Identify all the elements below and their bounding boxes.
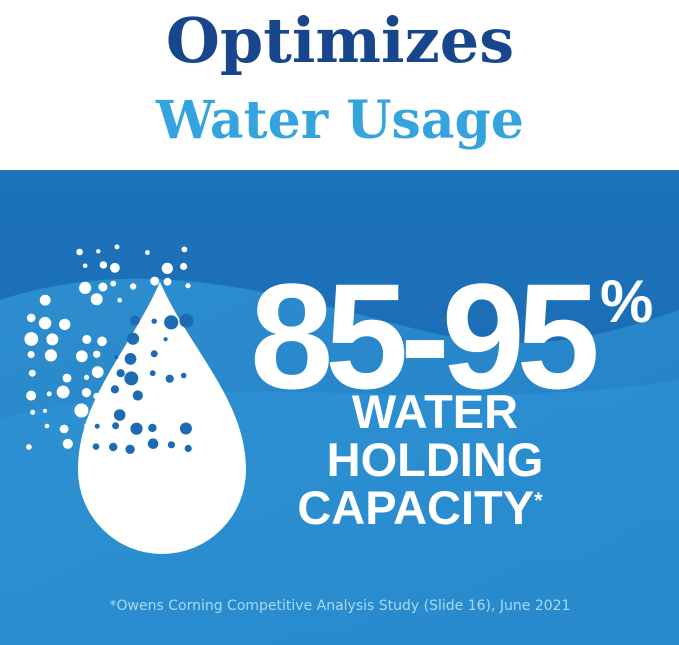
bubble (130, 422, 143, 435)
bubble (125, 444, 135, 454)
bubble (99, 261, 108, 269)
bubble (180, 372, 187, 379)
stat-label: CAPACITY* (297, 481, 543, 534)
bubble (116, 369, 125, 378)
bubble (94, 423, 100, 429)
bubble (26, 390, 37, 401)
bubble (112, 422, 120, 430)
bubble (46, 333, 59, 346)
bubble (82, 334, 92, 344)
bubble (97, 336, 107, 347)
bubble (167, 441, 175, 449)
bubble (38, 316, 52, 330)
bubble (74, 403, 89, 418)
bubble (113, 409, 126, 421)
bubbles (24, 244, 194, 454)
bubble (164, 315, 179, 330)
bubble (46, 391, 52, 397)
bubble (27, 350, 35, 359)
bubble (82, 263, 88, 269)
bubble (84, 374, 90, 380)
bubble (185, 283, 191, 289)
footnote: *Owens Corning Competitive Analysis Stud… (110, 598, 571, 614)
bubble (145, 250, 150, 255)
bubble (93, 350, 101, 358)
bubble (79, 281, 92, 294)
bubble (150, 350, 158, 358)
bubble (163, 337, 168, 342)
bubble (148, 423, 157, 433)
bubble (96, 249, 101, 254)
bubble (24, 332, 39, 346)
bubble (114, 354, 119, 360)
stat-unit: % (600, 268, 653, 335)
bubble (124, 371, 139, 386)
bubble (117, 297, 122, 303)
bubble (58, 318, 71, 331)
bubble (147, 438, 159, 450)
bubble (179, 313, 194, 328)
bubble (26, 313, 36, 323)
bubble (165, 374, 174, 383)
stat-value: 85-95 (250, 252, 600, 420)
bubble (151, 318, 157, 324)
bubble (76, 248, 83, 256)
bubble (161, 262, 173, 274)
bubble (43, 408, 47, 413)
stat-label: HOLDING (327, 433, 544, 486)
bubble (39, 294, 51, 306)
bubble (110, 280, 117, 287)
bubble (98, 282, 108, 292)
bubble (149, 370, 156, 377)
title: Optimizes (166, 4, 514, 77)
bubble (84, 423, 89, 429)
bubble (180, 262, 188, 271)
bubble (91, 366, 104, 378)
bubble (62, 373, 72, 383)
bubble (56, 385, 70, 399)
bubble (163, 277, 172, 286)
bubble (179, 422, 192, 435)
bubble (132, 390, 143, 401)
bubble (114, 244, 120, 250)
bubble (109, 442, 118, 452)
bubble (126, 332, 140, 345)
bubble (129, 283, 137, 290)
bubble (92, 443, 100, 450)
stat-label: WATER (352, 385, 518, 438)
bubble (150, 276, 160, 286)
bubble (44, 349, 58, 362)
bubble (110, 385, 119, 394)
bubble (93, 392, 101, 400)
bubble (181, 246, 188, 253)
bubble (26, 444, 32, 450)
bubble (124, 353, 137, 365)
bubble (184, 444, 192, 453)
subtitle: Water Usage (155, 90, 524, 151)
bubble (129, 315, 140, 326)
header-background (0, 0, 679, 170)
bubble (62, 438, 73, 449)
bubble (90, 293, 103, 306)
bubble (30, 409, 36, 415)
stat-label-text: CAPACITY (297, 481, 534, 534)
water-drop (78, 282, 246, 554)
bubble (75, 350, 88, 363)
footnote-mark: * (534, 488, 543, 513)
bubble (81, 388, 91, 398)
bubble (44, 423, 50, 429)
bubble (59, 424, 69, 434)
bubble (28, 369, 36, 377)
bubble (110, 262, 120, 273)
